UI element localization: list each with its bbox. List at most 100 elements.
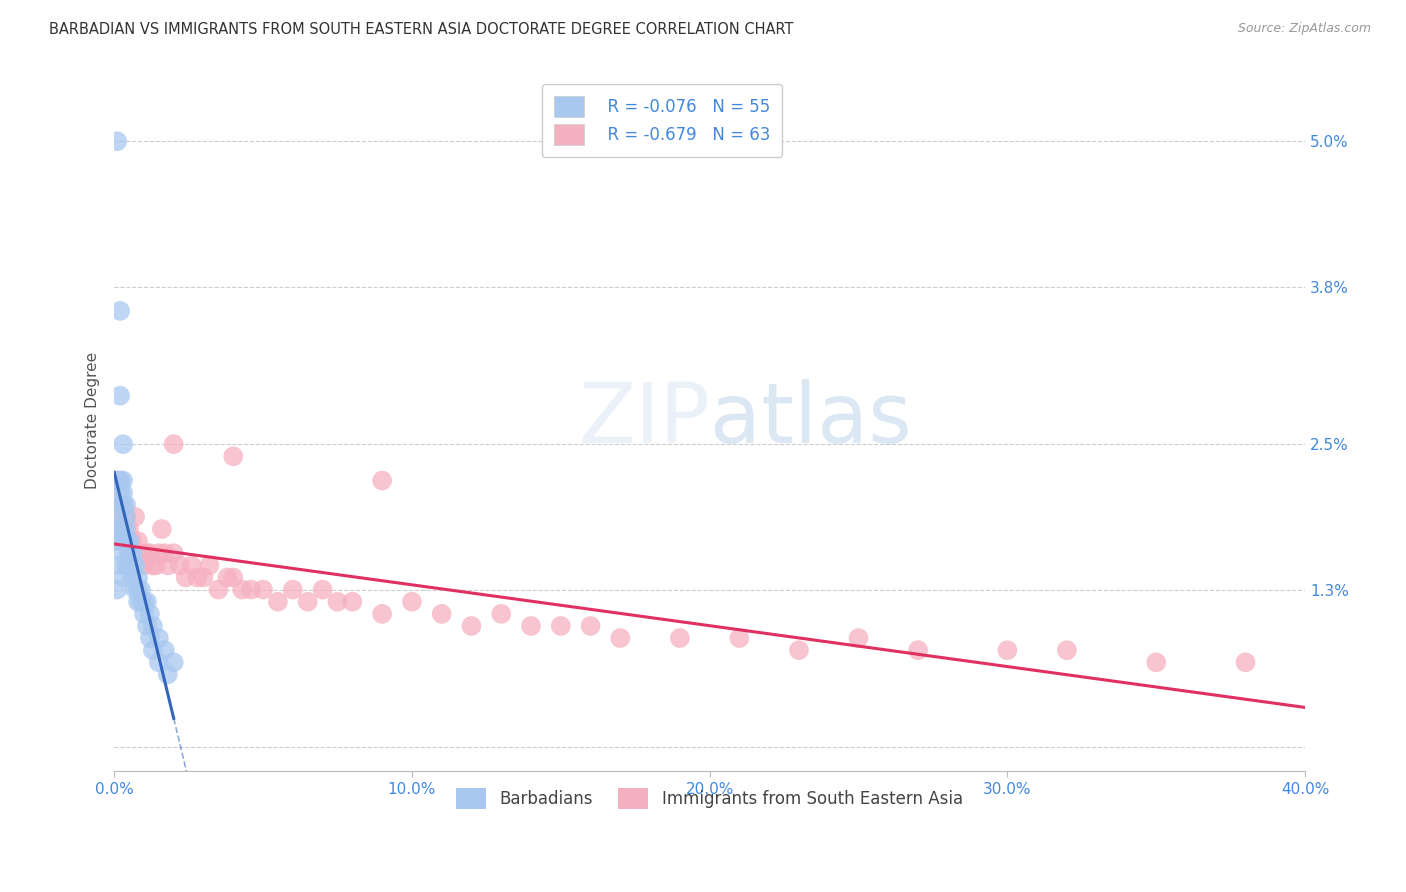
Point (311, 582, 333, 597)
Point (112, 498, 135, 512)
Point (240, 582, 263, 597)
Point (139, 607, 162, 621)
Point (127, 534, 149, 549)
Point (115, 509, 138, 524)
Point (231, 582, 253, 597)
Point (848, 631, 870, 645)
Point (169, 558, 191, 573)
Point (105, 582, 128, 597)
Point (150, 522, 173, 536)
Legend: Barbadians, Immigrants from South Eastern Asia: Barbadians, Immigrants from South Easter… (450, 781, 970, 816)
Point (460, 619, 482, 633)
Point (145, 558, 167, 573)
Point (108, 498, 131, 512)
Point (187, 570, 209, 584)
Point (907, 643, 929, 657)
Point (252, 582, 274, 597)
Point (180, 558, 202, 573)
Point (124, 558, 146, 573)
Point (148, 631, 170, 645)
Point (267, 595, 290, 609)
Point (121, 534, 143, 549)
Point (112, 485, 135, 500)
Point (112, 546, 135, 560)
Point (148, 656, 170, 670)
Point (401, 595, 423, 609)
Point (142, 619, 165, 633)
Text: ZIP: ZIP (578, 379, 710, 460)
Text: atlas: atlas (710, 379, 911, 460)
Point (118, 534, 141, 549)
Point (174, 570, 197, 584)
Point (129, 582, 152, 597)
Point (139, 546, 162, 560)
Point (112, 498, 135, 512)
Point (156, 558, 179, 573)
Point (108, 304, 131, 318)
Point (115, 534, 138, 549)
Point (193, 570, 215, 584)
Point (108, 522, 131, 536)
Point (281, 582, 304, 597)
Point (1234, 656, 1257, 670)
Point (132, 595, 155, 609)
Point (217, 570, 239, 584)
Point (105, 522, 128, 536)
Point (371, 607, 394, 621)
Point (124, 509, 146, 524)
Point (995, 643, 1018, 657)
Point (108, 485, 131, 500)
Point (115, 558, 138, 573)
Point (118, 522, 141, 536)
Point (115, 498, 138, 512)
Point (105, 498, 128, 512)
Point (124, 558, 146, 573)
Point (121, 570, 143, 584)
Text: BARBADIAN VS IMMIGRANTS FROM SOUTH EASTERN ASIA DOCTORATE DEGREE CORRELATION CHA: BARBADIAN VS IMMIGRANTS FROM SOUTH EASTE… (49, 22, 794, 37)
Point (136, 619, 159, 633)
Point (112, 437, 135, 451)
Point (163, 656, 186, 670)
Point (132, 607, 155, 621)
Point (108, 509, 131, 524)
Point (112, 570, 135, 584)
Point (579, 619, 602, 633)
Point (127, 582, 149, 597)
Point (156, 667, 179, 681)
Point (222, 450, 245, 464)
Point (112, 522, 135, 536)
Point (129, 595, 152, 609)
Point (118, 546, 141, 560)
Point (198, 558, 221, 573)
Point (342, 595, 364, 609)
Point (326, 595, 349, 609)
Point (489, 607, 512, 621)
Point (669, 631, 692, 645)
Point (124, 582, 146, 597)
Point (153, 643, 176, 657)
Point (108, 474, 131, 488)
Text: Source: ZipAtlas.com: Source: ZipAtlas.com (1237, 22, 1371, 36)
Point (112, 522, 135, 536)
Point (105, 134, 128, 148)
Point (118, 546, 141, 560)
Point (142, 558, 165, 573)
Point (127, 595, 149, 609)
Point (207, 582, 229, 597)
Point (371, 474, 394, 488)
Point (139, 631, 162, 645)
Point (132, 558, 155, 573)
Point (430, 607, 453, 621)
Point (105, 522, 128, 536)
Point (108, 558, 131, 573)
Point (142, 643, 165, 657)
Point (148, 546, 170, 560)
Point (108, 509, 131, 524)
Point (222, 570, 245, 584)
Point (550, 619, 572, 633)
Point (115, 522, 138, 536)
Point (728, 631, 751, 645)
Point (118, 534, 141, 549)
Point (115, 534, 138, 549)
Point (153, 546, 176, 560)
